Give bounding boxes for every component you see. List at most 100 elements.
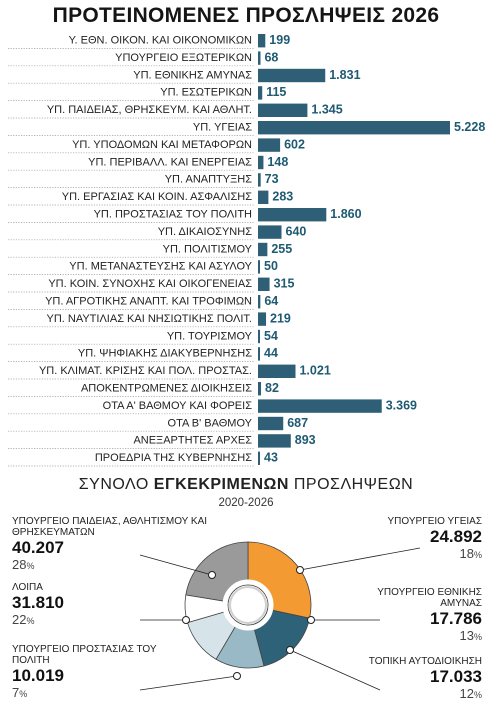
bar-value-label: 5.228: [454, 120, 485, 134]
bar-value-label: 68: [264, 50, 278, 64]
bar-category-label: ΥΠ. ΠΟΛΙΤΙΣΜΟΥ: [163, 243, 253, 255]
bar-category-label: ΥΠ. ΑΓΡΟΤΙΚΗΣ ΑΝΑΠΤ. ΚΑΙ ΤΡΟΦΙΜΩΝ: [45, 296, 252, 308]
bar-value-label: 82: [265, 381, 279, 395]
bar: [258, 329, 260, 344]
bar-value-label: 687: [287, 416, 308, 430]
bar-value-label: 602: [284, 137, 305, 151]
bar: [258, 312, 267, 326]
bar: [258, 399, 382, 413]
bar-category-label: ΥΠ. ΤΟΥΡΙΣΜΟΥ: [167, 330, 253, 342]
bar-value-label: 115: [266, 85, 286, 99]
callout-citizen-protection-percent-number: 7: [12, 685, 20, 700]
bar: [258, 155, 264, 170]
callout-health-label: ΥΠΟΥΡΓΕΙΟ ΥΓΕΙΑΣ: [387, 516, 483, 527]
bar-value-label: 640: [286, 224, 307, 238]
callout-dot: [286, 646, 294, 654]
bar: [258, 260, 260, 274]
bar: [258, 451, 260, 465]
callout-education-label: ΥΠΟΥΡΓΕΙΟ ΠΑΙΔΕΙΑΣ, ΑΘΛΗΤΙΣΜΟΥ ΚΑΙ ΘΡΗΣΚ…: [12, 516, 208, 538]
bar-category-label: ΥΠ. ΚΟΙΝ. ΣΥΝΟΧΗΣ ΚΑΙ ΟΙΚΟΓΕΝΕΙΑΣ: [48, 278, 252, 290]
callout-local-government-label: ΤΟΠΙΚΗ ΑΥΤΟΔΙΟΙΚΗΣΗ: [368, 656, 482, 667]
bar: [258, 364, 296, 378]
callout-dot: [233, 672, 241, 680]
bar-value-label: 44: [264, 346, 278, 360]
bar-category-label: ΥΠ. ΥΓΕΙΑΣ: [193, 122, 252, 134]
bar-category-label: ΠΡΟΕΔΡΙΑ ΤΗΣ ΚΥΒΕΡΝΗΣΗΣ: [95, 452, 252, 464]
callout-health-value: 24.892: [430, 527, 482, 546]
bar-category-label: Υ. ΕΘΝ. ΟΙΚΟΝ. ΚΑΙ ΟΙΚΟΝΟΜΙΚΩΝ: [69, 35, 252, 47]
callout-defense-value: 17.786: [430, 609, 482, 628]
bar-category-label: ΥΠ. ΨΗΦΙΑΚΗΣ ΔΙΑΚΥΒΕΡΝΗΣΗΣ: [78, 348, 252, 360]
bar-category-label: ΥΠΟΥΡΓΕΙΟ ΕΞΩΤΕΡΙΚΩΝ: [115, 52, 252, 64]
callout-citizen-protection-label: ΥΠΟΥΡΓΕΙΟ ΠΡΟΣΤΑΣΙΑΣ ΤΟΥ ΠΟΛΙΤΗ: [12, 644, 157, 666]
bar-value-label: 255: [271, 242, 292, 256]
bar: [258, 225, 282, 239]
callout-health: ΥΠΟΥΡΓΕΙΟ ΥΓΕΙΑΣ 24.892 18%: [342, 516, 483, 563]
donut-slice: [184, 594, 230, 624]
callout-other-percent: 22%: [12, 612, 132, 629]
bar-category-label: ΥΠ. ΜΕΤΑΝΑΣΤΕΥΣΗΣ ΚΑΙ ΑΣΥΛΟΥ: [69, 261, 252, 273]
bar-category-label: ΥΠ. ΔΙΚΑΙΟΣΥΝΗΣ: [158, 226, 253, 238]
donut-hole: [229, 586, 267, 624]
donut-subtitle: 2020-2026: [218, 497, 274, 509]
bar-category-label: ΟΤΑ Β' ΒΑΘΜΟΥ: [168, 417, 253, 429]
callout-education: ΥΠΟΥΡΓΕΙΟ ΠΑΙΔΕΙΑΣ, ΑΘΛΗΤΙΣΜΟΥ ΚΑΙ ΘΡΗΣΚ…: [12, 516, 232, 574]
bar: [258, 277, 270, 291]
donut-title-part-3: ΠΡΟΣΛΗΨΕΩΝ: [293, 476, 414, 493]
bar-value-label: 54: [264, 329, 278, 343]
bar: [258, 34, 266, 48]
donut-title: ΣΥΝΟΛΟ ΕΓΚΕΚΡΙΜΕΝΩΝ ΠΡΟΣΛΗΨΕΩΝ: [0, 476, 492, 494]
bar-category-label: ΥΠ. ΕΘΝΙΚΗΣ ΑΜΥΝΑΣ: [133, 69, 252, 81]
callout-dot: [296, 566, 304, 574]
bar-value-label: 148: [267, 155, 288, 169]
bar-value-label: 50: [264, 259, 278, 273]
bar: [258, 138, 281, 152]
callout-defense-label: ΥΠΟΥΡΓΕΙΟ ΕΘΝΙΚΗΣ ΑΜΥΝΑΣ: [377, 587, 482, 609]
callout-dot: [182, 616, 190, 624]
bar: [258, 416, 284, 431]
bar-value-label: 1.345: [311, 103, 342, 117]
callout-education-value: 40.207: [12, 538, 64, 557]
bar-value-label: 283: [272, 190, 293, 204]
percent-sign: %: [26, 616, 35, 626]
bar: [258, 173, 261, 187]
bar-value-label: 1.860: [330, 207, 361, 221]
bar: [258, 434, 291, 448]
bar-value-label: 64: [264, 294, 278, 308]
bar-chart: Υ. ΕΘΝ. ΟΙΚΟΝ. ΚΑΙ ΟΙΚΟΝΟΜΙΚΩΝ 199 ΥΠΟΥΡΓΕ…: [8, 33, 485, 467]
bar: [258, 86, 263, 100]
bar: [258, 347, 260, 361]
bar-value-label: 1.831: [329, 68, 360, 82]
bar: [258, 295, 261, 309]
bar-value-label: 199: [269, 33, 290, 47]
bar-value-label: 73: [265, 172, 279, 186]
callout-health-percent-number: 18: [459, 546, 474, 561]
donut-slice: [247, 541, 312, 619]
callout-local-government-percent: 12%: [342, 686, 482, 703]
callout-defense: ΥΠΟΥΡΓΕΙΟ ΕΘΝΙΚΗΣ ΑΜΥΝΑΣ 17.786 13%: [362, 587, 482, 645]
bar-value-label: 1.021: [299, 364, 330, 378]
chart-title: ΠΡΟΤΕΙΝΟΜΕΝΕΣ ΠΡΟΣΛΗΨΕΙΣ 2026: [52, 4, 440, 27]
bar-category-label: ΥΠ. ΠΕΡΙΒΑΛΛ. ΚΑΙ ΕΝΕΡΓΕΙΑΣ: [88, 156, 252, 168]
donut-slice: [187, 610, 239, 660]
bar: [258, 68, 326, 83]
bar: [258, 242, 268, 257]
percent-sign: %: [473, 632, 482, 642]
bar-category-label: ΑΠΟΚΕΝΤΡΩΜΕΝΕΣ ΔΙΟΙΚΗΣΕΙΣ: [81, 383, 252, 395]
bar-category-label: ΥΠ. ΑΝΑΠΤΥΞΗΣ: [165, 174, 252, 186]
callout-citizen-protection-value: 10.019: [12, 666, 64, 685]
bar-value-label: 3.369: [386, 398, 417, 412]
bar-category-label: ΥΠ. ΕΡΓΑΣΙΑΣ ΚΑΙ ΚΟΙΝ. ΑΣΦΑΛΙΣΗΣ: [62, 191, 252, 203]
bar-category-label: ΥΠ. ΕΣΩΤΕΡΙΚΩΝ: [160, 87, 252, 99]
bar-category-label: ΑΝΕΞΑΡΤΗΤΕΣ ΑΡΧΕΣ: [133, 435, 252, 447]
callout-local-government-value: 17.033: [430, 667, 482, 686]
bar-category-label: ΥΠ. ΥΠΟΔΟΜΩΝ ΚΑΙ ΜΕΤΑΦΟΡΩΝ: [72, 139, 252, 151]
percent-sign: %: [19, 689, 28, 699]
callout-citizen-protection-percent: 7%: [12, 685, 162, 702]
bar-value-label: 893: [295, 433, 316, 447]
bar-value-label: 219: [270, 311, 291, 325]
bar-category-label: ΥΠ. ΝΑΥΤΙΛΙΑΣ ΚΑΙ ΝΗΣΙΩΤΙΚΗΣ ΠΟΛΙΤ.: [46, 313, 252, 325]
bar-value-label: 43: [264, 451, 278, 465]
callout-education-percent: 28%: [12, 557, 232, 574]
percent-sign: %: [26, 561, 35, 571]
